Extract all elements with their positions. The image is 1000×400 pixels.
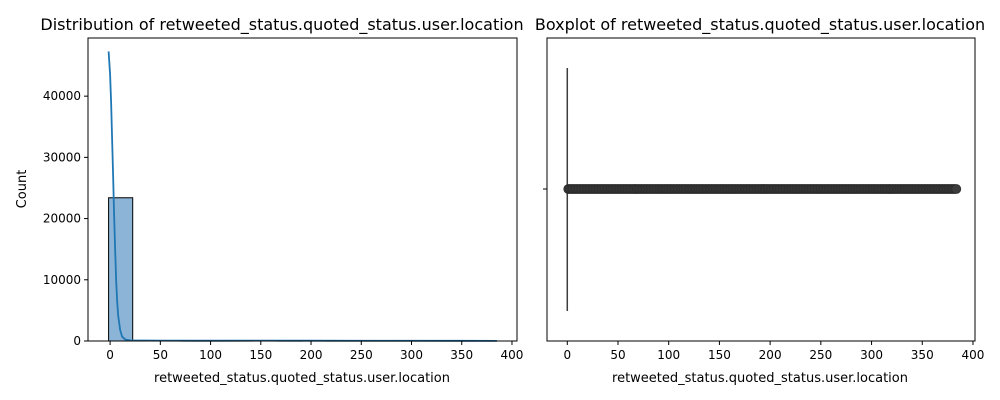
x-tick-label: 50 [153,348,168,362]
x-tick-label: 150 [249,348,272,362]
histogram-panel: Distribution of retweeted_status.quoted_… [15,15,524,386]
x-tick-label: 0 [106,348,114,362]
histogram-plot-frame [87,37,518,342]
y-tick-label: 20000 [43,212,81,226]
x-tick-label: 300 [400,348,423,362]
histogram-x-axis-label: retweeted_status.quoted_status.user.loca… [154,371,450,386]
x-tick-label: 200 [300,348,323,362]
boxplot-outlier [951,184,962,194]
boxplot-x-axis-label: retweeted_status.quoted_status.user.loca… [612,371,908,386]
histogram-x-ticks: 0 50 100 150 200 250 300 350 400 [106,341,523,362]
histogram-bars [108,197,497,342]
histogram-title: Distribution of retweeted_status.quoted_… [40,15,523,35]
x-tick-label: 350 [450,348,473,362]
boxplot-plot-frame [546,37,976,342]
boxplot-title: Boxplot of retweeted_status.quoted_statu… [535,15,985,35]
kde-line [107,51,497,342]
x-tick-label: 350 [911,348,934,362]
x-tick-label: 200 [759,348,782,362]
histogram-y-axis-label: Count [15,170,30,209]
histogram-y-ticks: 0 10000 20000 30000 40000 [43,89,88,348]
x-tick-label: 50 [610,348,625,362]
y-tick-label: 10000 [43,273,81,287]
y-tick-label: 0 [73,334,81,348]
x-tick-label: 0 [563,348,571,362]
x-tick-label: 250 [809,348,832,362]
x-tick-label: 150 [708,348,731,362]
boxplot-marks [563,68,962,311]
boxplot-x-ticks: 0 50 100 150 200 250 300 350 400 [563,341,984,362]
x-tick-label: 400 [501,348,524,362]
histogram-bar [108,197,134,342]
x-tick-label: 250 [350,348,373,362]
x-tick-label: 400 [962,348,985,362]
histogram-kde-curve [107,51,497,342]
x-tick-label: 100 [199,348,222,362]
y-tick-label: 30000 [43,150,81,164]
y-tick-label: 40000 [43,89,81,103]
x-tick-label: 300 [860,348,883,362]
x-tick-label: 100 [657,348,680,362]
boxplot-panel: Boxplot of retweeted_status.quoted_statu… [535,15,985,386]
